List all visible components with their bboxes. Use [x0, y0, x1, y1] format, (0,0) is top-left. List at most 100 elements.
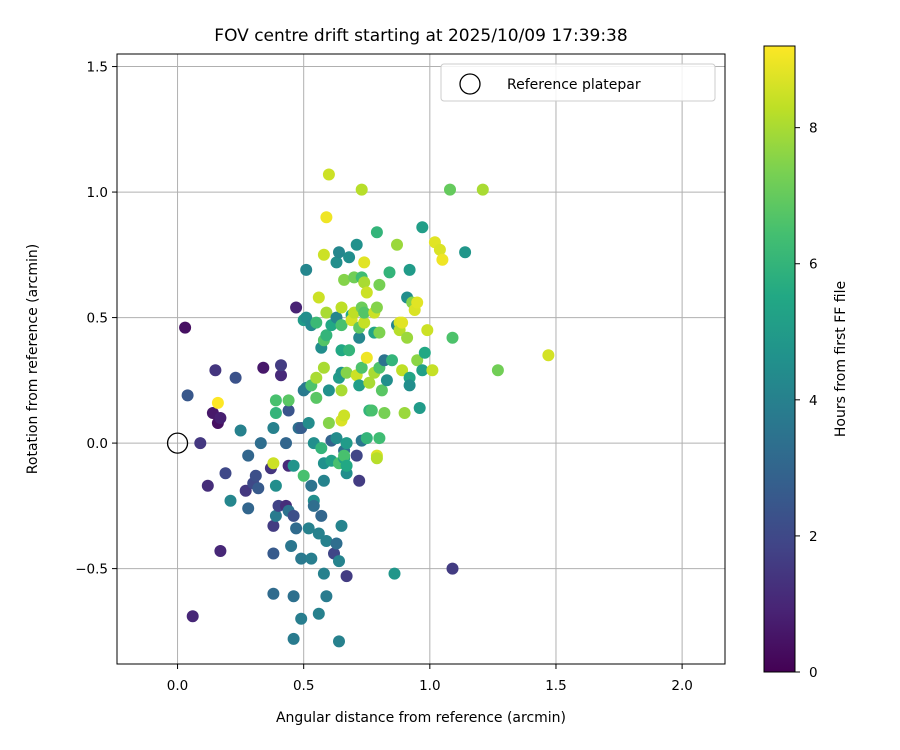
- data-point: [426, 364, 439, 377]
- data-point: [340, 570, 353, 583]
- chart-title: FOV centre drift starting at 2025/10/09 …: [214, 26, 627, 46]
- data-point: [333, 555, 345, 568]
- data-point: [297, 469, 310, 482]
- x-tick-label: 1.0: [419, 678, 440, 694]
- data-point: [320, 590, 333, 603]
- data-point: [320, 306, 333, 319]
- data-point: [194, 437, 207, 450]
- data-point: [312, 527, 325, 540]
- data-point: [335, 319, 348, 332]
- plot-frame: [116, 53, 726, 665]
- data-point: [338, 449, 351, 462]
- data-point: [373, 278, 386, 291]
- data-point: [375, 384, 388, 397]
- data-point: [350, 238, 363, 251]
- data-point: [446, 562, 459, 575]
- data-point: [254, 437, 267, 450]
- y-tick-label: −0.5: [75, 562, 108, 578]
- data-point: [542, 349, 555, 362]
- data-point: [295, 552, 308, 565]
- data-point: [201, 479, 214, 492]
- data-point: [320, 329, 333, 342]
- legend-label-reference-platepar: Reference platepar: [507, 77, 641, 93]
- data-point: [343, 251, 356, 264]
- data-point: [403, 379, 416, 392]
- data-point: [290, 301, 303, 314]
- data-point: [224, 494, 237, 507]
- reference-platepar-marker: [166, 432, 189, 454]
- data-point: [315, 509, 328, 522]
- data-point: [317, 567, 330, 580]
- x-tick-label: 0.5: [293, 678, 314, 694]
- data-point: [322, 168, 335, 181]
- data-point: [333, 635, 345, 648]
- data-point: [459, 246, 472, 259]
- colorbar-tick-label: 6: [809, 257, 818, 273]
- data-point: [181, 389, 194, 402]
- data-point: [234, 424, 247, 437]
- data-point: [275, 369, 287, 382]
- data-points: [179, 168, 555, 648]
- data-point: [370, 452, 383, 465]
- data-point: [229, 371, 242, 384]
- data-point: [343, 344, 356, 357]
- data-point: [491, 364, 504, 377]
- data-point: [338, 273, 351, 286]
- data-point: [396, 364, 409, 377]
- data-point: [305, 479, 318, 492]
- data-point: [363, 376, 376, 389]
- data-point: [388, 567, 401, 580]
- data-point: [310, 316, 323, 329]
- data-point: [416, 364, 429, 377]
- x-axis-label: Angular distance from reference (arcmin): [276, 710, 566, 726]
- data-point: [287, 590, 300, 603]
- data-point: [317, 474, 330, 487]
- legend: Reference platepar: [440, 63, 716, 102]
- data-point: [307, 499, 320, 512]
- data-point: [211, 396, 224, 409]
- data-point: [302, 417, 315, 429]
- data-point: [269, 407, 282, 419]
- data-point: [209, 364, 222, 377]
- colorbar-ticks: 0 2 4 6 8: [795, 121, 818, 681]
- data-point: [287, 509, 300, 522]
- data-point: [340, 459, 353, 472]
- data-point: [239, 484, 252, 497]
- data-point: [353, 331, 366, 344]
- data-point: [312, 607, 325, 620]
- data-point: [365, 404, 378, 417]
- data-point: [333, 246, 345, 259]
- data-point: [269, 479, 282, 492]
- data-point: [287, 632, 300, 645]
- data-point: [360, 432, 373, 445]
- data-point: [305, 552, 318, 565]
- data-point: [295, 612, 308, 625]
- y-axis-label: Rotation from reference (arcmin): [25, 244, 41, 474]
- data-point: [373, 432, 386, 445]
- data-point: [249, 469, 262, 482]
- data-point: [396, 316, 409, 329]
- data-point: [340, 437, 353, 450]
- data-point: [353, 379, 366, 392]
- data-point: [330, 537, 343, 550]
- data-point: [267, 519, 280, 532]
- data-point: [242, 449, 255, 462]
- data-point: [322, 384, 335, 397]
- data-point: [242, 502, 255, 515]
- data-point: [267, 547, 280, 560]
- data-point: [302, 522, 315, 535]
- data-point: [358, 276, 371, 289]
- data-point: [269, 509, 282, 522]
- colorbar-gradient: [764, 46, 795, 672]
- data-point: [421, 324, 434, 337]
- data-point: [219, 467, 232, 480]
- data-point: [275, 359, 287, 372]
- data-point: [446, 331, 459, 344]
- y-axis-ticks: −0.5 0.0 0.5 1.0 1.5: [75, 60, 117, 578]
- legend-marker-icon: [459, 73, 481, 95]
- data-point: [403, 263, 416, 276]
- data-point: [317, 248, 330, 261]
- data-point: [353, 474, 366, 487]
- data-point: [413, 402, 426, 414]
